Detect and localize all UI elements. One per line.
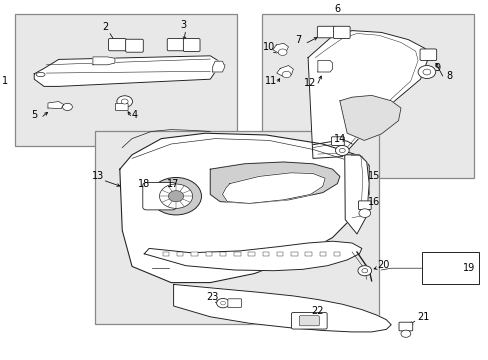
Circle shape <box>150 177 201 215</box>
Text: 16: 16 <box>367 197 380 207</box>
Text: 13: 13 <box>91 171 104 181</box>
Bar <box>291 252 297 256</box>
Polygon shape <box>173 284 390 332</box>
Circle shape <box>168 190 183 202</box>
Text: 1: 1 <box>2 76 9 86</box>
Bar <box>319 252 325 256</box>
Circle shape <box>159 184 192 208</box>
Text: 10: 10 <box>262 42 275 52</box>
Circle shape <box>417 66 435 78</box>
Circle shape <box>117 96 132 107</box>
Text: 5: 5 <box>31 110 37 120</box>
FancyBboxPatch shape <box>167 39 184 51</box>
Polygon shape <box>210 162 339 203</box>
Text: 23: 23 <box>206 292 219 302</box>
Text: 19: 19 <box>462 263 475 273</box>
Polygon shape <box>276 66 293 77</box>
Bar <box>15 14 237 146</box>
Bar <box>220 252 226 256</box>
Circle shape <box>216 298 229 308</box>
Polygon shape <box>120 133 368 283</box>
Text: 8: 8 <box>446 71 452 81</box>
Polygon shape <box>344 155 368 234</box>
Circle shape <box>121 99 128 104</box>
Bar <box>305 252 311 256</box>
Circle shape <box>400 330 410 337</box>
Text: 22: 22 <box>311 306 324 316</box>
FancyBboxPatch shape <box>183 39 200 51</box>
Polygon shape <box>48 102 63 109</box>
Text: 21: 21 <box>416 312 428 322</box>
Circle shape <box>422 69 430 75</box>
Polygon shape <box>93 57 115 65</box>
Bar <box>276 252 283 256</box>
FancyBboxPatch shape <box>358 201 370 210</box>
Polygon shape <box>272 43 288 53</box>
Bar <box>205 252 211 256</box>
Circle shape <box>335 145 348 156</box>
Text: 15: 15 <box>367 171 380 181</box>
Circle shape <box>361 269 367 273</box>
Bar <box>248 252 254 256</box>
Text: 6: 6 <box>334 4 340 14</box>
FancyBboxPatch shape <box>291 312 326 329</box>
Polygon shape <box>339 95 400 140</box>
FancyBboxPatch shape <box>142 183 176 210</box>
FancyBboxPatch shape <box>398 322 412 331</box>
Text: 18: 18 <box>138 179 150 189</box>
Polygon shape <box>222 173 325 203</box>
Text: 2: 2 <box>102 22 108 32</box>
Bar <box>333 252 340 256</box>
Polygon shape <box>212 61 224 72</box>
Bar <box>421 252 478 284</box>
Ellipse shape <box>36 72 45 77</box>
Text: 4: 4 <box>131 110 137 120</box>
Circle shape <box>339 148 345 153</box>
Circle shape <box>62 103 72 111</box>
Circle shape <box>220 301 225 305</box>
Text: 9: 9 <box>434 63 440 73</box>
Text: 20: 20 <box>377 260 389 270</box>
FancyBboxPatch shape <box>227 299 241 307</box>
Bar <box>191 252 197 256</box>
FancyBboxPatch shape <box>125 39 143 52</box>
FancyBboxPatch shape <box>115 103 128 111</box>
Bar <box>261 14 473 178</box>
FancyBboxPatch shape <box>331 137 344 145</box>
Text: 3: 3 <box>180 20 186 30</box>
Text: 7: 7 <box>295 35 301 45</box>
Polygon shape <box>307 31 427 158</box>
Text: 11: 11 <box>264 76 277 86</box>
Circle shape <box>357 266 371 276</box>
Circle shape <box>282 71 290 78</box>
Text: 14: 14 <box>333 134 346 144</box>
Polygon shape <box>317 60 332 72</box>
Text: 17: 17 <box>167 179 180 189</box>
FancyBboxPatch shape <box>108 39 126 51</box>
Bar <box>163 252 169 256</box>
Polygon shape <box>34 56 224 86</box>
Bar <box>262 252 268 256</box>
Bar <box>234 252 240 256</box>
FancyBboxPatch shape <box>333 26 349 39</box>
Circle shape <box>278 49 286 55</box>
Bar <box>177 252 183 256</box>
FancyBboxPatch shape <box>419 49 436 60</box>
Circle shape <box>358 209 370 217</box>
Polygon shape <box>144 241 361 271</box>
FancyBboxPatch shape <box>317 26 334 38</box>
Bar <box>95 131 378 324</box>
FancyBboxPatch shape <box>299 316 319 326</box>
Text: 12: 12 <box>304 78 316 88</box>
